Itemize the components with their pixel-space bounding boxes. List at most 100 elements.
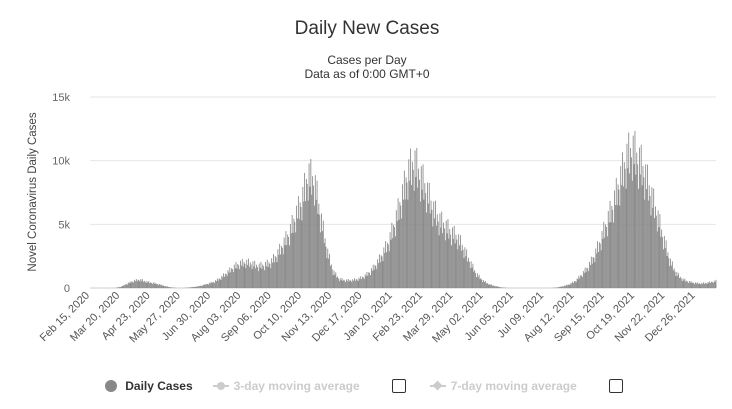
daily-case-bar xyxy=(399,202,401,288)
legend-daily-cases[interactable]: Daily Cases xyxy=(105,379,193,393)
daily-case-bar xyxy=(499,286,501,288)
daily-case-bar xyxy=(459,245,460,288)
daily-case-bar xyxy=(495,286,497,288)
daily-case-bar xyxy=(626,143,628,288)
daily-case-bar xyxy=(457,249,459,288)
daily-case-bar xyxy=(232,272,234,288)
daily-case-bar xyxy=(442,233,444,288)
daily-case-bar xyxy=(145,283,147,288)
daily-case-bar xyxy=(663,235,665,288)
daily-case-bar xyxy=(634,130,636,288)
daily-case-bar xyxy=(569,285,571,288)
daily-case-bar xyxy=(704,282,706,288)
daily-case-bar xyxy=(169,287,171,288)
daily-case-bar xyxy=(475,272,476,288)
daily-case-bar xyxy=(191,286,193,288)
daily-case-bar xyxy=(601,230,603,288)
checkbox-3-day-average[interactable] xyxy=(391,379,406,393)
daily-case-bar xyxy=(556,287,558,288)
daily-case-bar xyxy=(476,277,477,288)
daily-case-bar xyxy=(366,271,368,288)
legend-3-day-moving-average[interactable]: 3-day moving average xyxy=(212,379,360,393)
daily-case-bar xyxy=(395,236,396,288)
daily-case-bar xyxy=(437,221,439,288)
daily-case-bar xyxy=(348,281,350,288)
daily-case-bar xyxy=(699,283,701,288)
daily-case-bar xyxy=(614,190,615,288)
daily-case-bar xyxy=(684,278,686,288)
daily-case-bar xyxy=(146,281,148,288)
daily-case-bar xyxy=(289,224,291,288)
daily-case-bar xyxy=(492,285,493,288)
daily-case-bar xyxy=(295,232,297,288)
daily-case-bar xyxy=(423,199,425,288)
daily-case-bar xyxy=(480,278,482,288)
daily-case-bar xyxy=(118,287,120,288)
daily-case-bar xyxy=(429,213,431,288)
daily-case-bar xyxy=(128,283,130,288)
daily-case-bar xyxy=(647,200,649,288)
daily-case-bar xyxy=(140,279,142,288)
daily-case-bar xyxy=(200,285,201,288)
daily-case-bar xyxy=(665,240,667,288)
daily-case-bar xyxy=(663,249,664,288)
daily-case-bar xyxy=(275,257,277,288)
daily-case-bar xyxy=(654,218,655,288)
daily-case-bar xyxy=(590,265,591,288)
daily-case-bar xyxy=(617,184,619,288)
daily-case-bar xyxy=(470,261,472,288)
daily-case-bar xyxy=(240,265,242,288)
daily-case-bar xyxy=(483,280,485,288)
daily-case-bar xyxy=(561,286,563,288)
daily-case-bar xyxy=(615,177,617,288)
daily-case-bar xyxy=(386,252,387,288)
daily-case-bar xyxy=(353,280,355,288)
daily-case-bar xyxy=(584,267,586,288)
daily-case-bar xyxy=(500,287,501,288)
daily-case-bar xyxy=(602,238,604,288)
daily-case-bar xyxy=(194,286,196,288)
daily-case-bar xyxy=(558,287,560,288)
daily-case-bar xyxy=(566,285,568,288)
daily-case-bar xyxy=(455,234,457,288)
daily-case-bar xyxy=(612,209,614,288)
daily-case-bar xyxy=(676,271,678,288)
daily-case-bar xyxy=(150,282,151,288)
daily-case-bar xyxy=(589,261,590,288)
daily-case-bar xyxy=(403,199,404,288)
daily-case-bar xyxy=(628,132,630,288)
daily-case-bar xyxy=(216,278,218,288)
daily-case-bar xyxy=(390,239,392,288)
daily-case-bar xyxy=(416,147,418,288)
daily-case-bar xyxy=(560,286,562,288)
y-axis-ticks: 0 5k 10k 15k xyxy=(52,92,70,295)
daily-case-bar xyxy=(408,159,410,288)
legend-7-day-moving-average[interactable]: 7-day moving average xyxy=(429,379,577,393)
daily-case-bar xyxy=(256,264,257,288)
daily-case-bar xyxy=(286,245,288,288)
daily-case-bar xyxy=(130,282,132,288)
daily-case-bar xyxy=(609,200,611,288)
daily-case-bar xyxy=(413,190,415,288)
daily-case-bar xyxy=(479,279,481,288)
daily-case-bar xyxy=(195,287,197,288)
daily-case-bar xyxy=(417,187,419,288)
daily-case-bar xyxy=(494,286,496,288)
daily-case-bar xyxy=(487,283,489,288)
daily-case-bar xyxy=(379,262,381,288)
daily-case-bar xyxy=(608,222,610,288)
daily-case-bar xyxy=(269,263,271,288)
daily-case-bar xyxy=(488,285,490,288)
daily-case-bar xyxy=(156,283,158,288)
daily-case-bar xyxy=(393,224,395,288)
checkbox-7-day-average[interactable] xyxy=(608,379,623,393)
daily-case-bar xyxy=(581,275,582,288)
daily-case-bar xyxy=(645,164,647,288)
daily-case-bar xyxy=(371,270,373,288)
daily-case-bar xyxy=(622,152,623,288)
daily-case-bar xyxy=(162,285,164,288)
daily-case-bar xyxy=(330,264,332,288)
daily-case-bar xyxy=(562,286,564,288)
daily-case-bar xyxy=(619,205,621,288)
